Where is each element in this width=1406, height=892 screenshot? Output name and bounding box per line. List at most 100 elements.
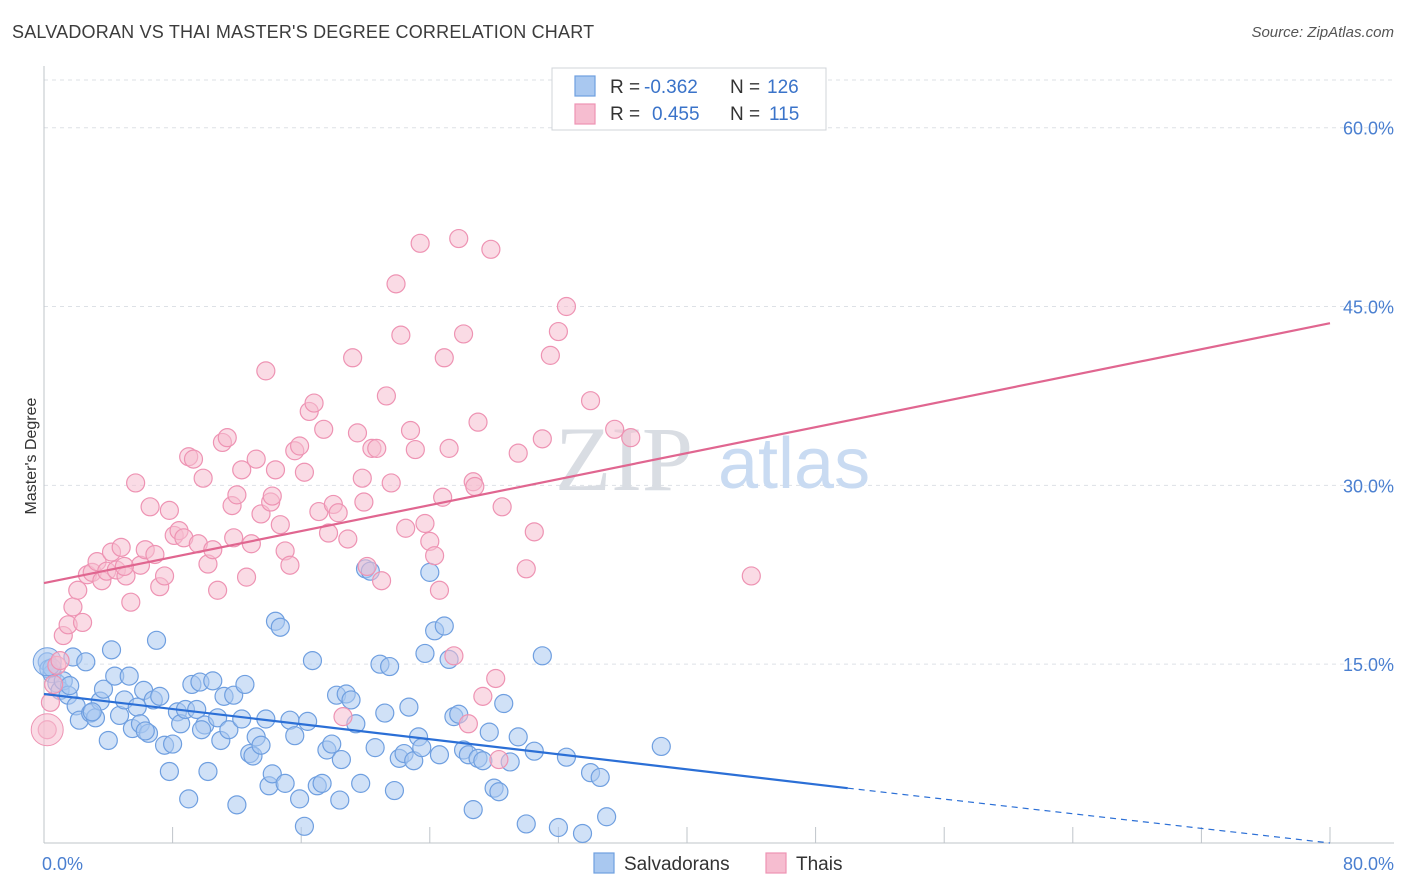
- thai-point: [524, 522, 544, 542]
- thai-point: [621, 428, 641, 448]
- salvadoran-trend-extension: [847, 787, 1331, 844]
- thai-point: [343, 348, 363, 368]
- legend-n-value-salvadorans: 126: [767, 77, 799, 98]
- thai-point: [304, 393, 324, 413]
- legend-n-label-salvadorans: N =: [730, 77, 760, 98]
- thai-point: [241, 534, 261, 554]
- chart-title: SALVADORAN VS THAI MASTER'S DEGREE CORRE…: [12, 22, 595, 42]
- salvadoran-point: [508, 727, 528, 747]
- thai-point: [453, 324, 474, 344]
- salvadoran-point: [375, 703, 395, 723]
- bottom-legend-label-thais: Thais: [796, 854, 842, 875]
- thai-point: [232, 460, 252, 480]
- y-axis-label: Master's Degree: [23, 397, 40, 514]
- y-tick-label: 60.0%: [1343, 119, 1394, 139]
- thai-point: [246, 449, 266, 469]
- salvadoran-point: [232, 709, 252, 729]
- thai-point: [338, 529, 358, 549]
- salvadoran-point: [302, 650, 323, 671]
- salvadoran-point: [93, 679, 114, 699]
- salvadoran-point: [82, 702, 102, 722]
- salvadoran-point: [235, 674, 255, 695]
- legend-n-value-thais: 115: [769, 104, 799, 125]
- thai-point: [280, 555, 300, 575]
- salvadoran-point: [384, 780, 405, 801]
- tick-labels: 15.0% 30.0% 45.0% 60.0% 0.0% 80.0%: [42, 119, 1394, 874]
- thai-point: [429, 580, 450, 600]
- source-label: Source: ZipAtlas.com: [1251, 24, 1394, 41]
- thai-point: [434, 348, 454, 368]
- thai-point: [386, 274, 406, 294]
- legend-swatch-salvadorans: [574, 75, 596, 97]
- thai-point: [193, 468, 213, 488]
- salvadoran-point: [651, 736, 671, 757]
- legend-r-label-salvadorans: R =: [610, 77, 640, 98]
- thai-point: [481, 239, 501, 259]
- thai-point: [347, 423, 368, 443]
- thai-point: [444, 646, 464, 666]
- thai-point: [486, 668, 506, 689]
- legend: R = -0.362 N = 126 R = 0.455 N = 115: [551, 67, 827, 131]
- salvadoran-point: [572, 823, 593, 844]
- salvadoran-point: [98, 730, 118, 751]
- thai-point: [439, 438, 459, 458]
- salvadoran-point: [597, 807, 617, 827]
- salvadoran-point: [159, 761, 179, 782]
- salvadoran-point: [163, 734, 183, 754]
- thai-point: [367, 438, 387, 458]
- thai-point: [473, 686, 493, 706]
- thai-point: [126, 473, 146, 493]
- salvadoran-point: [146, 630, 167, 650]
- x-tick-label: 80.0%: [1343, 854, 1394, 874]
- salvadoran-point: [203, 671, 223, 691]
- thai-point: [508, 443, 528, 463]
- thai-point: [741, 566, 761, 586]
- thai-point: [270, 515, 290, 535]
- salvadoran-trend-line: [43, 692, 848, 790]
- salvadoran-point: [429, 745, 450, 765]
- thai-point: [72, 612, 93, 633]
- thai-point: [540, 345, 560, 365]
- salvadoran-point: [289, 789, 310, 809]
- thai-point: [415, 513, 435, 534]
- thai-point: [265, 460, 286, 480]
- thai-point: [465, 476, 485, 497]
- salvadoran-point: [262, 764, 282, 784]
- thai-point: [548, 321, 569, 342]
- thai-point: [376, 386, 396, 406]
- salvadoran-point: [294, 816, 315, 836]
- salvadoran-point: [590, 767, 610, 788]
- thai-point: [154, 566, 175, 586]
- thai-point: [50, 650, 70, 671]
- salvadoran-point: [494, 693, 514, 714]
- thai-point: [30, 713, 64, 747]
- thai-point: [381, 473, 401, 493]
- thai-point: [183, 449, 204, 469]
- salvadoran-point: [187, 699, 207, 720]
- thai-point: [371, 571, 392, 591]
- salvadoran-point: [285, 726, 305, 746]
- salvadoran-point: [399, 697, 419, 717]
- salvadoran-point: [101, 640, 122, 660]
- thai-trend-line: [43, 322, 1331, 585]
- bottom-legend-swatch-thais: [765, 852, 787, 874]
- salvadoran-point: [434, 616, 454, 636]
- salvadoran-point: [275, 773, 295, 793]
- y-tick-label: 30.0%: [1343, 476, 1394, 496]
- thai-point: [294, 462, 315, 482]
- salvadoran-point: [322, 734, 342, 754]
- thai-point: [289, 436, 310, 456]
- thai-point: [400, 420, 421, 441]
- trend-lines: [43, 322, 1331, 844]
- series-thais: [30, 228, 761, 770]
- thai-point: [121, 592, 141, 612]
- salvadoran-point: [556, 747, 577, 767]
- y-tick-label: 15.0%: [1343, 655, 1394, 675]
- thai-point: [410, 233, 430, 253]
- legend-r-label-thais: R =: [610, 104, 640, 125]
- salvadoran-point: [516, 814, 536, 834]
- thai-point: [63, 597, 83, 617]
- salvadoran-point: [227, 795, 247, 815]
- thai-point: [236, 567, 257, 587]
